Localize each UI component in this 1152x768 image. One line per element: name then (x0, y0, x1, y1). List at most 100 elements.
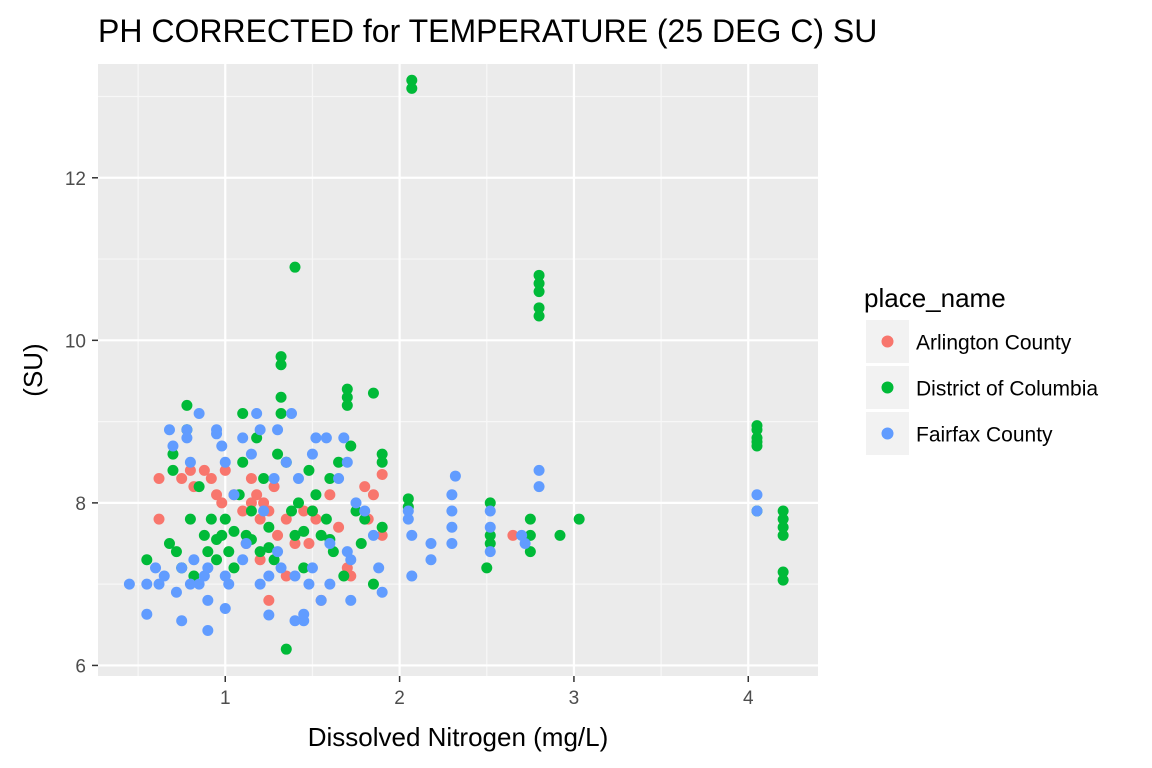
plot-panel (98, 64, 818, 676)
data-point (272, 424, 284, 436)
data-point (751, 489, 763, 501)
data-point (211, 428, 223, 440)
data-point (254, 554, 266, 566)
data-point (425, 538, 437, 550)
legend-label: Arlington County (916, 332, 1072, 355)
data-point (324, 538, 336, 550)
data-point (484, 505, 496, 517)
data-point (237, 432, 249, 444)
data-point (219, 456, 231, 468)
y-tick-label: 12 (65, 169, 86, 190)
data-point (306, 562, 318, 574)
data-point (211, 554, 223, 566)
data-point (228, 562, 240, 574)
data-point (298, 608, 310, 620)
data-point (355, 538, 367, 550)
data-point (205, 473, 217, 485)
data-point (533, 310, 545, 322)
grid-minor (98, 64, 818, 676)
data-point (254, 546, 266, 558)
data-point (254, 578, 266, 590)
data-point (263, 542, 275, 554)
data-point (275, 359, 287, 371)
data-point (573, 513, 585, 525)
data-point (289, 570, 301, 582)
x-tick-label: 1 (220, 688, 231, 709)
data-point (275, 407, 287, 419)
data-point (216, 440, 228, 452)
data-point (275, 391, 287, 403)
data-point (150, 562, 162, 574)
data-point (245, 473, 257, 485)
data-point (240, 538, 252, 550)
legend-label: District of Columbia (916, 378, 1098, 401)
data-point (298, 525, 310, 537)
legend-title: place_name (864, 283, 1006, 313)
data-point (181, 432, 193, 444)
data-point (280, 513, 292, 525)
data-point (751, 440, 763, 452)
data-point (258, 497, 270, 509)
data-point (484, 538, 496, 550)
data-point (176, 473, 188, 485)
data-point (216, 497, 228, 509)
legend-key-dot (881, 335, 894, 348)
data-point (777, 505, 789, 517)
data-point (524, 529, 536, 541)
data-point (141, 554, 153, 566)
data-point (484, 521, 496, 533)
data-point (167, 464, 179, 476)
data-point (219, 513, 231, 525)
data-point (310, 432, 322, 444)
data-point (275, 351, 287, 363)
data-point (237, 505, 249, 517)
data-point (376, 468, 388, 480)
data-point (303, 464, 315, 476)
data-point (367, 387, 379, 399)
data-point (170, 546, 182, 558)
data-point (188, 554, 200, 566)
data-point (292, 497, 304, 509)
data-point (359, 505, 371, 517)
data-point (777, 566, 789, 578)
data-point (258, 473, 270, 485)
data-point (193, 481, 205, 493)
data-point (376, 529, 388, 541)
data-point (777, 529, 789, 541)
data-point (338, 432, 350, 444)
data-point (298, 562, 310, 574)
data-point (181, 424, 193, 436)
data-point (376, 448, 388, 460)
data-point (333, 456, 345, 468)
data-point (367, 529, 379, 541)
data-point (153, 473, 165, 485)
data-point (310, 489, 322, 501)
data-point (202, 594, 214, 606)
data-point (406, 74, 418, 86)
y-tick-label: 8 (75, 494, 86, 515)
data-point (524, 546, 536, 558)
data-point (184, 464, 196, 476)
data-point (402, 505, 414, 517)
data-point (268, 473, 280, 485)
data-point (315, 529, 327, 541)
data-point (338, 570, 350, 582)
data-point (777, 521, 789, 533)
data-point (158, 570, 170, 582)
data-point (263, 521, 275, 533)
data-point (272, 529, 284, 541)
data-point (251, 489, 263, 501)
data-point (324, 473, 336, 485)
data-point (402, 493, 414, 505)
data-point (237, 407, 249, 419)
data-point (406, 82, 418, 94)
data-point (258, 505, 270, 517)
data-point (202, 546, 214, 558)
data-point (751, 424, 763, 436)
data-point (263, 570, 275, 582)
data-point (289, 261, 301, 273)
data-point (184, 578, 196, 590)
data-point (345, 594, 357, 606)
data-point (345, 440, 357, 452)
legend-key-dot (881, 427, 894, 440)
